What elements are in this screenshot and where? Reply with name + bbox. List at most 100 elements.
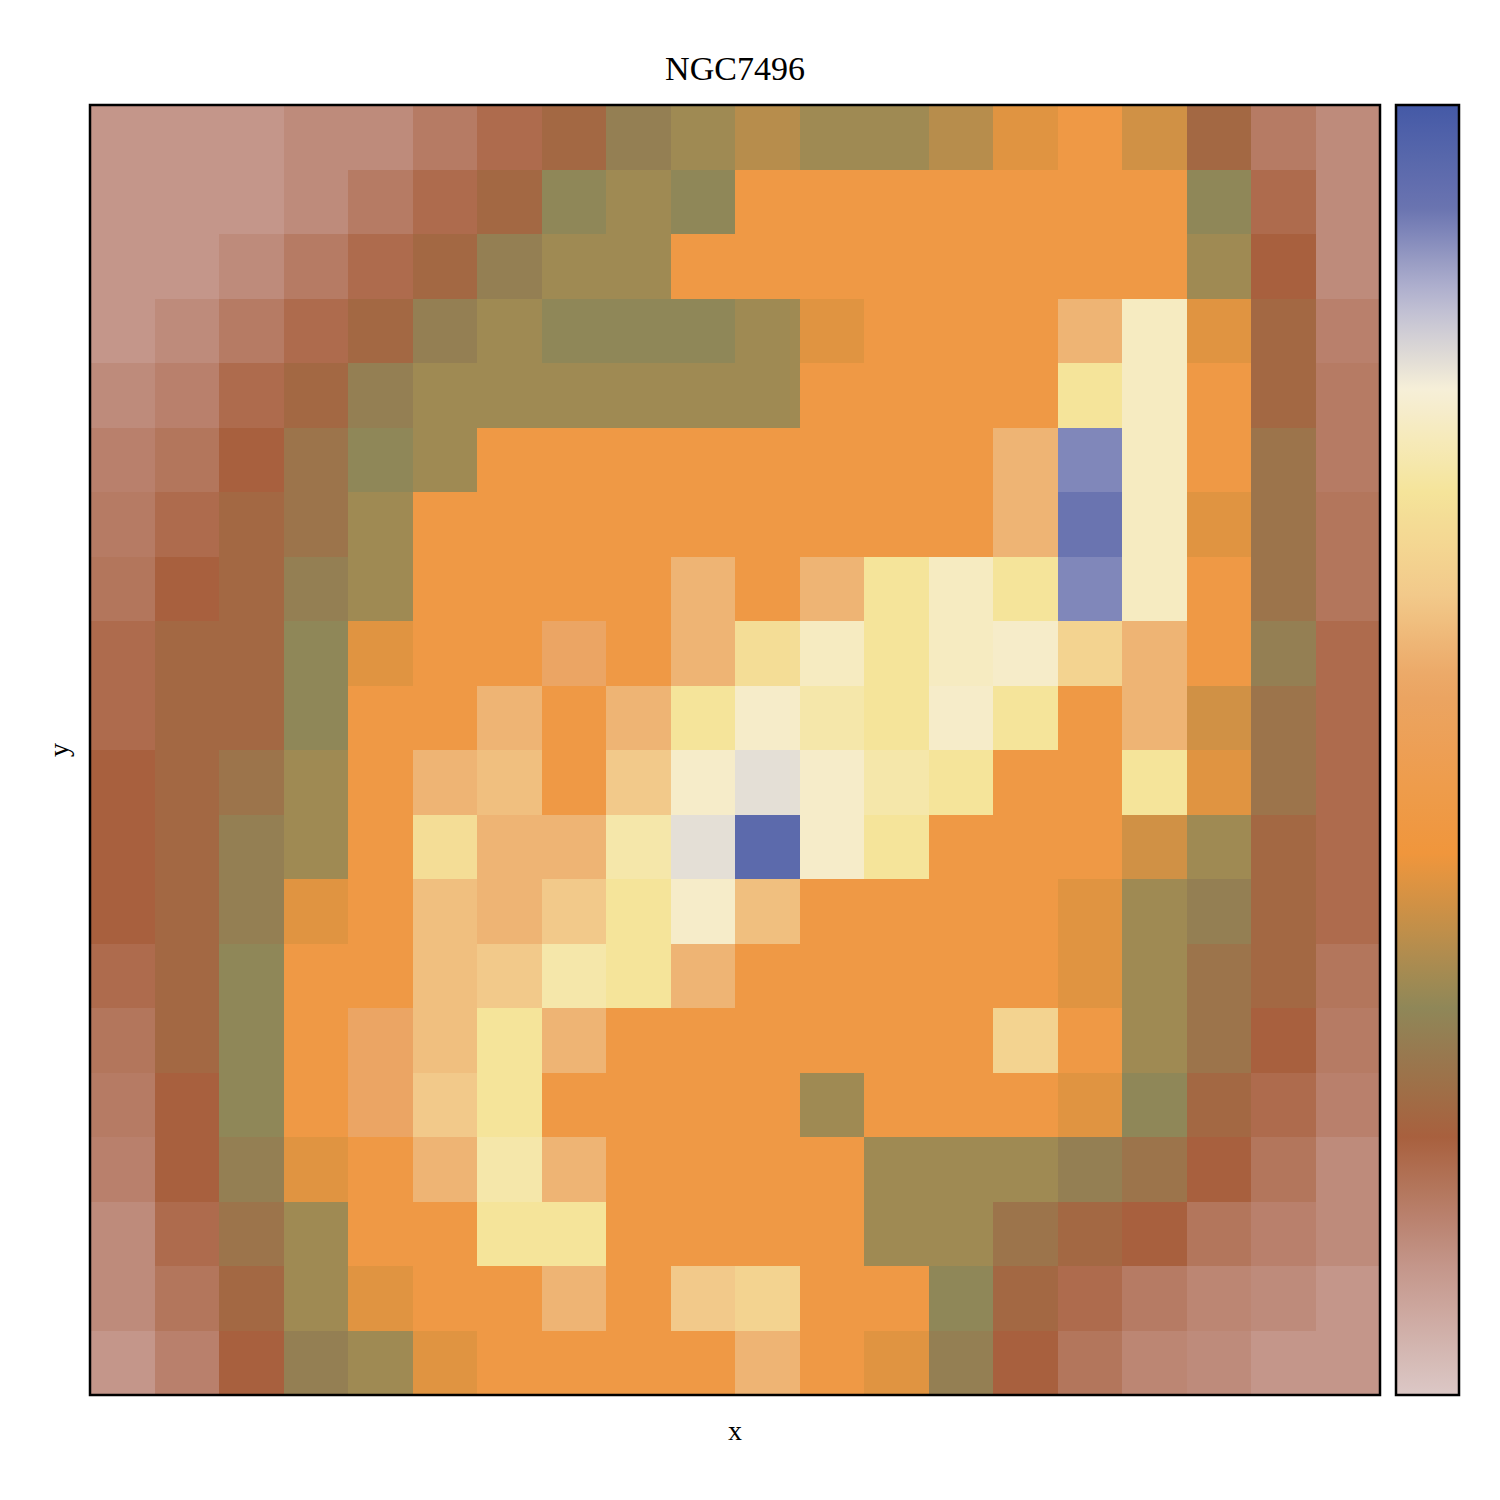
heatmap-cell xyxy=(1058,879,1123,944)
heatmap-cell xyxy=(1187,428,1252,493)
heatmap-cell xyxy=(1187,299,1252,364)
heatmap-cell xyxy=(606,750,671,815)
heatmap-cell xyxy=(671,170,736,235)
heatmap-cell xyxy=(993,105,1058,170)
heatmap-cell xyxy=(735,815,800,880)
heatmap-cell xyxy=(606,105,671,170)
heatmap-cell xyxy=(864,621,929,686)
heatmap-cell xyxy=(477,1008,542,1073)
heatmap-cell xyxy=(735,1266,800,1331)
heatmap-cell xyxy=(155,1137,220,1202)
heatmap-cell xyxy=(864,363,929,428)
heatmap-cell xyxy=(413,1137,478,1202)
heatmap-cell xyxy=(735,170,800,235)
heatmap-cell xyxy=(155,686,220,751)
heatmap-cell xyxy=(1122,557,1187,622)
heatmap-cell xyxy=(90,1137,155,1202)
heatmap-cell xyxy=(929,428,994,493)
heatmap-cell xyxy=(800,234,865,299)
heatmap-cell xyxy=(1122,1073,1187,1138)
heatmap-cell xyxy=(1058,492,1123,557)
heatmap-cell xyxy=(348,1202,413,1267)
heatmap-cell xyxy=(1187,363,1252,428)
heatmap-cell xyxy=(606,1266,671,1331)
heatmap-cell xyxy=(606,686,671,751)
heatmap-cell xyxy=(90,1331,155,1396)
heatmap-cell xyxy=(477,428,542,493)
heatmap-cell xyxy=(735,944,800,1009)
heatmap-cell xyxy=(219,750,284,815)
heatmap-cell xyxy=(864,1137,929,1202)
heatmap-cell xyxy=(219,1073,284,1138)
heatmap-cell xyxy=(1058,170,1123,235)
heatmap-cell xyxy=(735,1331,800,1396)
heatmap-cell xyxy=(735,621,800,686)
heatmap-cell xyxy=(155,944,220,1009)
heatmap-cell xyxy=(1058,363,1123,428)
heatmap-cell xyxy=(348,1266,413,1331)
heatmap-cell xyxy=(1187,1008,1252,1073)
heatmap-cell xyxy=(606,428,671,493)
heatmap-cell xyxy=(1122,944,1187,1009)
heatmap-cell xyxy=(1187,105,1252,170)
heatmap-cell xyxy=(1316,1008,1381,1073)
heatmap-cell xyxy=(993,1137,1058,1202)
plot-frame xyxy=(90,105,1380,1395)
heatmap-cell xyxy=(1187,1073,1252,1138)
heatmap-cell xyxy=(1122,686,1187,751)
heatmap-cell xyxy=(90,879,155,944)
heatmap-cell xyxy=(542,686,607,751)
heatmap-cell xyxy=(671,879,736,944)
heatmap-cell xyxy=(1122,105,1187,170)
heatmap-cell xyxy=(90,1073,155,1138)
heatmap-cell xyxy=(284,815,349,880)
heatmap-cell xyxy=(1251,1137,1316,1202)
heatmap-cell xyxy=(348,234,413,299)
heatmap-cell xyxy=(735,1202,800,1267)
heatmap-cell xyxy=(90,428,155,493)
heatmap-cell xyxy=(542,621,607,686)
heatmap-cell xyxy=(348,557,413,622)
heatmap-cell xyxy=(864,557,929,622)
heatmap-cell xyxy=(284,557,349,622)
heatmap-cell xyxy=(1122,1266,1187,1331)
heatmap-cell xyxy=(155,1008,220,1073)
heatmap-cell xyxy=(284,1266,349,1331)
heatmap-cell xyxy=(90,105,155,170)
heatmap-cell xyxy=(735,299,800,364)
heatmap-cell xyxy=(1187,1202,1252,1267)
heatmap-cell xyxy=(90,1266,155,1331)
heatmap-cell xyxy=(1251,1266,1316,1331)
heatmap-cell xyxy=(606,170,671,235)
heatmap-cell xyxy=(929,750,994,815)
heatmap-cell xyxy=(348,170,413,235)
heatmap-cell xyxy=(1251,428,1316,493)
heatmap-cell xyxy=(542,815,607,880)
heatmap-cell xyxy=(864,105,929,170)
heatmap-cell xyxy=(929,492,994,557)
heatmap-cell xyxy=(929,815,994,880)
heatmap-cell xyxy=(1058,1202,1123,1267)
heatmap-cell xyxy=(90,557,155,622)
heatmap-cell xyxy=(219,879,284,944)
heatmap-cell xyxy=(1122,879,1187,944)
heatmap-cell xyxy=(864,1266,929,1331)
heatmap-cell xyxy=(606,492,671,557)
heatmap-cell xyxy=(671,105,736,170)
heatmap-cell xyxy=(1316,1137,1381,1202)
heatmap-cell xyxy=(1316,815,1381,880)
heatmap-cell xyxy=(1058,428,1123,493)
heatmap-cell xyxy=(929,1008,994,1073)
heatmap-cell xyxy=(155,1331,220,1396)
heatmap-cell xyxy=(413,428,478,493)
heatmap-cell xyxy=(864,492,929,557)
heatmap-cell xyxy=(542,105,607,170)
heatmap-cell xyxy=(1058,1073,1123,1138)
heatmap-cell xyxy=(284,299,349,364)
heatmap-cell xyxy=(606,944,671,1009)
heatmap-cell xyxy=(477,492,542,557)
heatmap-cell xyxy=(929,1137,994,1202)
heatmap-cell xyxy=(219,492,284,557)
colorbar xyxy=(1396,105,1459,1395)
heatmap-cell xyxy=(1251,299,1316,364)
